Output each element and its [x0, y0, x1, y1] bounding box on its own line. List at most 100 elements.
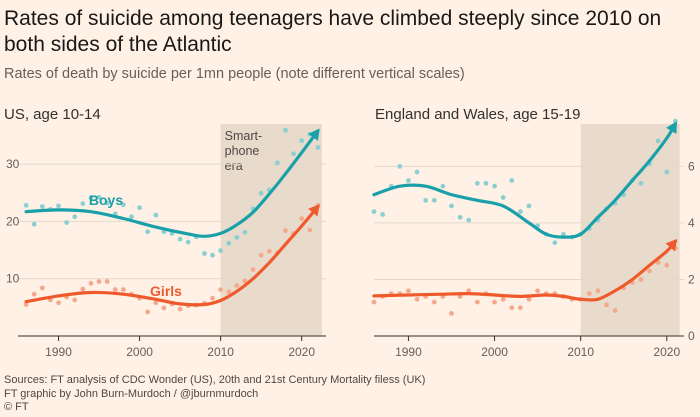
girls-data-point [226, 289, 232, 295]
y-tick-label: 0 [688, 329, 695, 343]
girls-data-point [431, 299, 437, 305]
girls-data-point [612, 308, 618, 313]
sources-note: Sources: FT analysis of CDC Wonder (US),… [4, 374, 426, 386]
boys-data-point [23, 202, 29, 208]
boys-data-point [526, 203, 532, 209]
girls-data-point [595, 288, 601, 294]
girls-data-point [647, 268, 652, 274]
boys-data-point [80, 201, 86, 207]
boys-data-point [145, 229, 151, 235]
chart-subtitle: Rates of death by suicide per 1mn people… [4, 66, 465, 82]
girls-data-point [218, 287, 224, 292]
girls-data-point [535, 288, 541, 294]
girls-data-point [242, 278, 248, 284]
girls-arrowhead [308, 204, 320, 217]
boys-data-point [552, 240, 558, 246]
boys-data-point [88, 195, 94, 201]
boys-data-point [483, 180, 489, 186]
girls-data-point [474, 299, 480, 305]
boys-data-point [291, 151, 296, 157]
smartphone-era-shade [580, 124, 680, 336]
girls-data-point [161, 305, 167, 311]
girls-series-label: Girls [150, 283, 182, 299]
boys-data-point [104, 200, 110, 206]
boys-data-point [509, 178, 515, 183]
girls-data-point [509, 305, 515, 311]
boys-data-point [218, 248, 224, 254]
boys-data-point [517, 209, 523, 215]
boys-data-point [397, 164, 403, 169]
boys-series-label: Boys [89, 192, 123, 208]
x-tick-label: 1990 [45, 345, 72, 359]
boys-trend-line [372, 122, 677, 239]
girls-data-point [414, 296, 420, 302]
girls-data-point [177, 306, 183, 312]
girls-data-point [72, 297, 78, 303]
girls-arrowhead [665, 239, 678, 252]
boys-data-point [466, 217, 472, 223]
boys-data-point [210, 252, 215, 258]
girls-data-point [604, 302, 609, 308]
girls-data-point [250, 267, 256, 272]
footer: Sources: FT analysis of CDC Wonder (US),… [4, 374, 425, 415]
girls-data-point [517, 305, 523, 311]
y-tick-label: 20 [6, 214, 20, 228]
girls-data-point [88, 280, 94, 286]
boys-data-point [561, 231, 566, 237]
copyright-note: © FT [4, 401, 29, 414]
girls-data-point [145, 309, 151, 315]
boys-data-point [226, 240, 232, 246]
y-tick-label: 4 [688, 216, 695, 230]
y-tick-label: 2 [688, 272, 695, 286]
boys-data-point [449, 203, 454, 209]
uk-panel-title: England and Wales, age 15-19 [375, 106, 581, 123]
girls-data-point [23, 302, 29, 307]
x-tick-label: 2010 [207, 345, 234, 359]
boys-data-point [120, 202, 126, 208]
boys-data-point [380, 212, 386, 217]
girls-data-point [210, 295, 215, 301]
girls-data-point [112, 287, 118, 292]
boys-data-point [129, 214, 134, 220]
boys-data-point [440, 183, 446, 189]
us-panel-title: US, age 10-14 [4, 106, 101, 123]
x-tick-label: 2010 [567, 345, 594, 359]
boys-data-point [31, 221, 37, 227]
girls-data-point [104, 279, 110, 284]
girls-data-point [234, 283, 240, 288]
boys-data-point [474, 180, 480, 186]
girls-data-point [500, 296, 506, 302]
boys-data-point [234, 235, 240, 240]
x-tick-label: 2000 [126, 345, 153, 359]
boys-data-point [664, 169, 670, 175]
boys-data-point [315, 145, 321, 150]
y-tick-label: 6 [688, 159, 695, 173]
boys-trend-line [24, 129, 320, 238]
girls-data-point [299, 216, 305, 221]
smartphone-era-shade [220, 124, 322, 336]
boys-data-point [39, 204, 45, 209]
boys-data-point [202, 251, 207, 256]
girls-data-point [371, 299, 377, 305]
boys-data-point [638, 180, 644, 186]
boys-data-point [185, 239, 191, 245]
boys-data-point [655, 138, 661, 144]
boys-data-point [177, 236, 183, 242]
boys-data-point [406, 178, 411, 183]
girls-data-point [56, 300, 61, 306]
girls-data-point [449, 310, 454, 316]
boys-data-point [72, 214, 78, 220]
shade-label: Smart- [225, 129, 263, 143]
girls-trend-line [372, 239, 677, 302]
boys-data-point [137, 205, 142, 211]
shade-label: era [225, 159, 243, 173]
boys-data-point [283, 127, 288, 133]
boys-data-point [423, 197, 429, 203]
boys-data-point [492, 183, 497, 189]
boys-arrowhead [666, 121, 677, 134]
x-tick-label: 2000 [481, 345, 508, 359]
boys-data-point [258, 190, 264, 196]
boys-data-point [96, 194, 102, 200]
girls-data-point [120, 287, 126, 292]
boys-data-point [274, 160, 280, 166]
